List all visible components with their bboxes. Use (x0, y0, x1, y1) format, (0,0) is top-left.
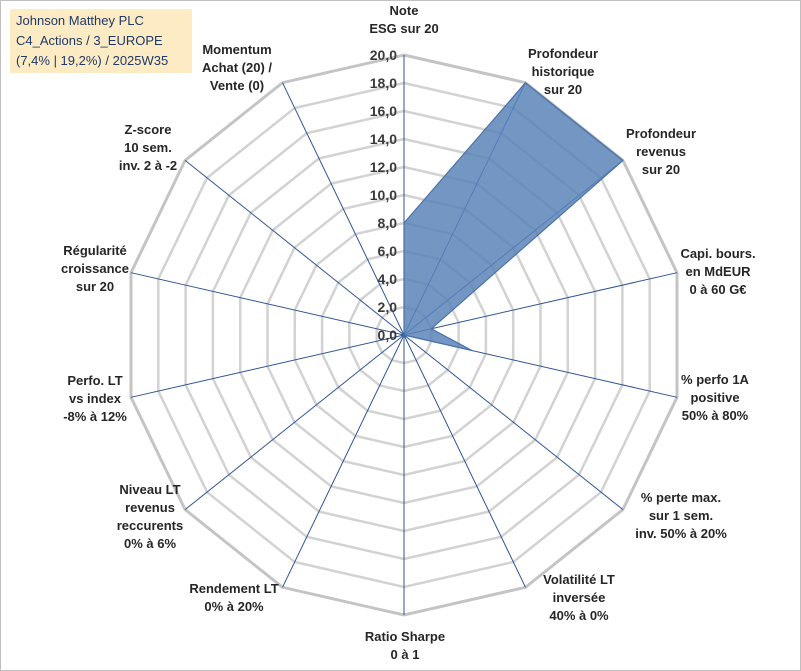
tick-label: 12,0 (370, 159, 397, 175)
tick-label: 14,0 (370, 131, 397, 147)
axis-label-line: Profondeur (528, 46, 598, 61)
axis-spoke (282, 334, 405, 588)
axis-label-line: 0% à 20% (204, 599, 264, 614)
axis-label-line: croissance (61, 261, 129, 276)
axis-label-line: 50% à 80% (682, 408, 749, 423)
axis-label-line: Volatilité LT (543, 572, 615, 587)
axis-label-line: Rendement LT (189, 581, 278, 596)
axis-label-line: Momentum (202, 42, 271, 57)
axis-label-line: 0% à 6% (124, 536, 176, 551)
axis-label-line: Niveau LT (119, 482, 180, 497)
axis-spoke (130, 334, 405, 398)
axis-label: Volatilité LT inversée 40% à 0% (543, 572, 615, 623)
axis-label: Profondeur revenus sur 20 (626, 126, 696, 177)
axis-label-line: inv. 2 à -2 (119, 158, 177, 173)
axis-label-line: inversée (553, 590, 606, 605)
tick-label: 16,0 (370, 103, 397, 119)
axis-label-line: Note (390, 3, 419, 18)
axis-label-line: sur 20 (544, 82, 582, 97)
axis-label: Capi. bours. en MdEUR 0 à 60 G€ (680, 246, 755, 297)
category-label: C4_Actions / 3_EUROPE (16, 33, 163, 48)
axis-label: Rendement LT 0% à 20% (189, 581, 278, 614)
axis-label: Régularité croissance sur 20 (61, 243, 129, 294)
axis-label: Momentum Achat (20) / Vente (0) (202, 42, 272, 93)
axis-label-line: Z-score (125, 122, 172, 137)
tick-label-layer: 0,0 2,0 4,0 6,0 8,0 10,0 12,0 14,0 16,0 18,0 20,0 (370, 47, 397, 343)
axis-spoke (403, 334, 526, 588)
axis-label: Note ESG sur 20 (369, 3, 438, 36)
axis-spoke (184, 160, 405, 336)
axis-label: Z-score 10 sem. inv. 2 à -2 (119, 122, 177, 173)
axis-spoke (403, 272, 678, 336)
axis-label: Perfo. LT vs index -8% à 12% (63, 373, 127, 424)
axis-label-line: % perfo 1A (681, 372, 750, 387)
axis-label-line: 40% à 0% (549, 608, 609, 623)
tick-label: 8,0 (378, 215, 398, 231)
period-label: (7,4% | 19,2%) / 2025W35 (16, 53, 169, 68)
axis-label: Profondeur historique sur 20 (528, 46, 598, 97)
axis-label-line: Ratio Sharpe (365, 629, 445, 644)
axis-spoke (403, 334, 624, 510)
tick-label: 4,0 (378, 271, 398, 287)
axis-label-line: 0 à 60 G€ (689, 282, 746, 297)
axis-label-line: -8% à 12% (63, 409, 127, 424)
axis-label-line: Régularité (63, 243, 127, 258)
axis-label: % perfo 1A positive 50% à 80% (681, 372, 750, 423)
axis-label-line: vs index (69, 391, 122, 406)
axis-label-line: Perfo. LT (67, 373, 122, 388)
axis-label-line: Vente (0) (210, 78, 264, 93)
tick-label: 2,0 (378, 299, 398, 315)
tick-label: 18,0 (370, 75, 397, 91)
axis-label-line: ESG sur 20 (369, 21, 438, 36)
axis-label-line: % perte max. (641, 490, 721, 505)
tick-label: 10,0 (370, 187, 397, 203)
axis-label-line: en MdEUR (686, 264, 752, 279)
axis-spoke (282, 82, 405, 336)
axis-label-line: Profondeur (626, 126, 696, 141)
axis-spoke (130, 272, 405, 336)
axis-label-line: revenus (125, 500, 175, 515)
axis-spoke (184, 334, 405, 510)
axis-label-layer: Note ESG sur 20 Profondeur historique sur 20… (61, 3, 756, 662)
axis-label-line: 10 sem. (124, 140, 172, 155)
company-name: Johnson Matthey PLC (16, 13, 144, 28)
series-layer (403, 82, 624, 352)
tick-label: 0,0 (378, 327, 398, 343)
axis-label-line: sur 20 (642, 162, 680, 177)
axis-label-line: positive (690, 390, 739, 405)
axis-label-line: reccurents (117, 518, 183, 533)
axis-label: Niveau LT revenus reccurents 0% à 6% (117, 482, 183, 551)
tick-label: 6,0 (378, 243, 398, 259)
axis-label-line: sur 1 sem. (649, 508, 713, 523)
tick-label: 20,0 (370, 47, 397, 63)
axis-label-line: 0 à 1 (391, 647, 420, 662)
axis-label-line: sur 20 (76, 279, 114, 294)
info-box: Johnson Matthey PLC C4_Actions / 3_EUROP… (10, 9, 192, 73)
axis-label-line: inv. 50% à 20% (635, 526, 727, 541)
axis-label-line: Achat (20) / (202, 60, 272, 75)
axis-label: % perte max. sur 1 sem. inv. 50% à 20% (635, 490, 727, 541)
series-area (403, 82, 624, 352)
axis-label-line: historique (532, 64, 595, 79)
axis-label-line: revenus (636, 144, 686, 159)
axis-label: Ratio Sharpe 0 à 1 (365, 629, 445, 662)
axis-label-line: Capi. bours. (680, 246, 755, 261)
